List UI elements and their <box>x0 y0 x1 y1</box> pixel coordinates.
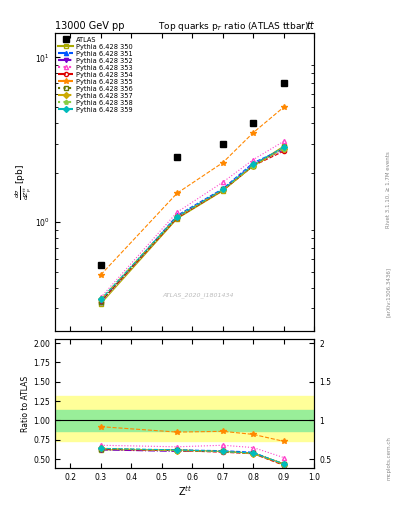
Text: Top quarks p$_T$ ratio (ATLAS ttbar): Top quarks p$_T$ ratio (ATLAS ttbar) <box>158 20 309 33</box>
Bar <box>55 411 314 431</box>
Y-axis label: $\frac{d\sigma}{dZ^{tt}_{p}}$ [pb]: $\frac{d\sigma}{dZ^{tt}_{p}}$ [pb] <box>13 164 34 200</box>
Text: 13000 GeV pp: 13000 GeV pp <box>55 20 125 31</box>
Text: mcplots.cern.ch: mcplots.cern.ch <box>386 436 391 480</box>
Bar <box>55 396 314 441</box>
Legend: ATLAS, Pythia 6.428 350, Pythia 6.428 351, Pythia 6.428 352, Pythia 6.428 353, P: ATLAS, Pythia 6.428 350, Pythia 6.428 35… <box>57 35 134 114</box>
Text: Rivet 3.1.10, ≥ 1.7M events: Rivet 3.1.10, ≥ 1.7M events <box>386 151 391 228</box>
X-axis label: Z$^{tt}$: Z$^{tt}$ <box>178 484 192 498</box>
Text: tt: tt <box>307 20 314 31</box>
Text: ATLAS_2020_I1801434: ATLAS_2020_I1801434 <box>162 292 233 298</box>
Y-axis label: Ratio to ATLAS: Ratio to ATLAS <box>21 376 30 432</box>
Text: [arXiv:1306.3436]: [arXiv:1306.3436] <box>386 267 391 317</box>
